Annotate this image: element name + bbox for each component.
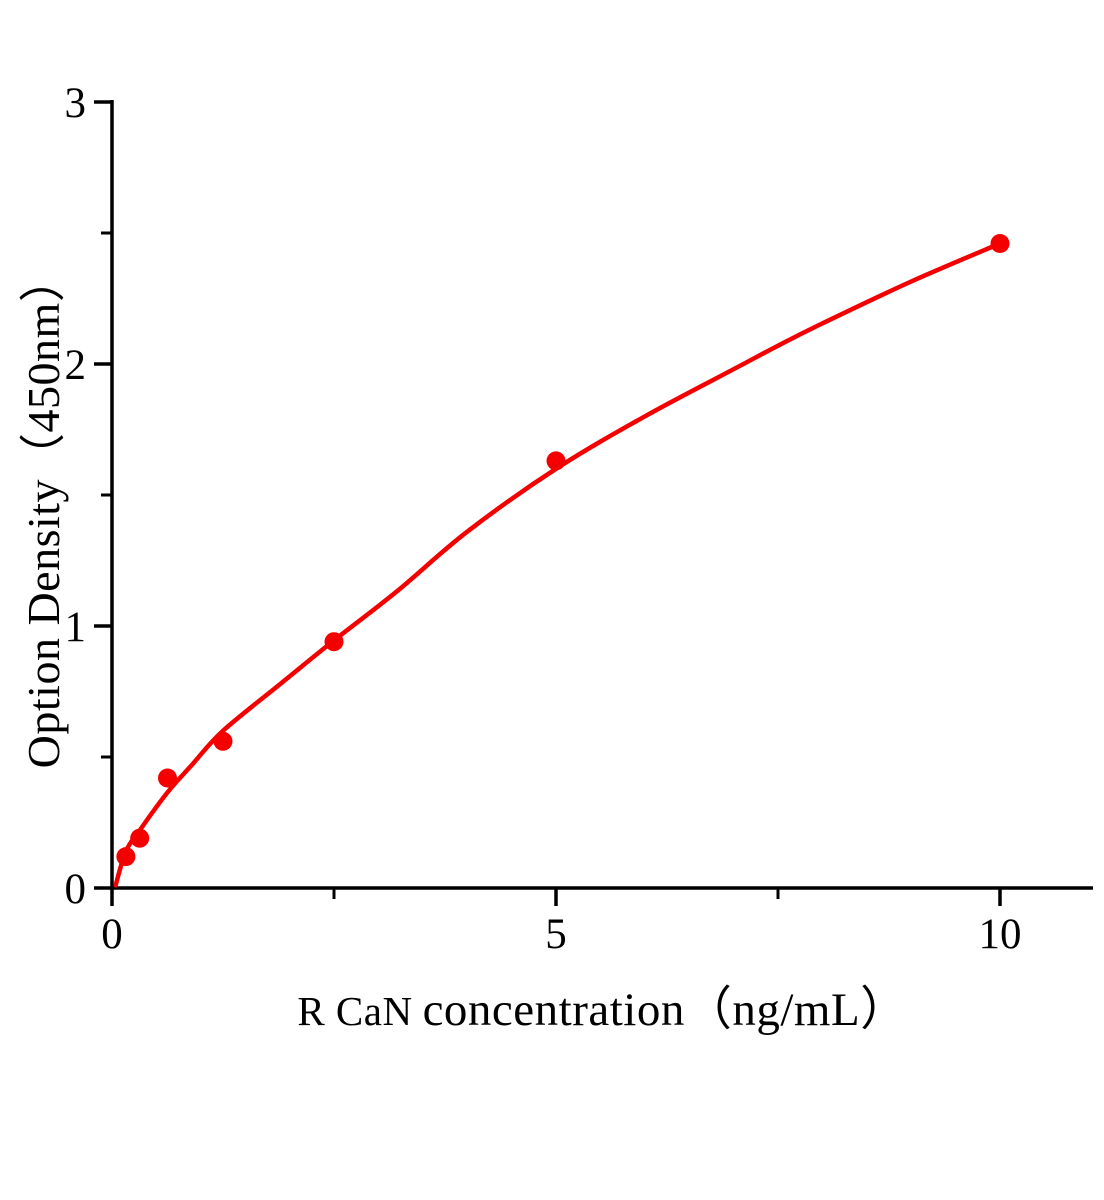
y-tick-label: 3 bbox=[65, 80, 87, 127]
data-point bbox=[990, 234, 1010, 253]
x-axis-title-prefix: R CaN bbox=[297, 988, 413, 1034]
y-axis-title: Option Density（450nm） bbox=[18, 255, 69, 769]
y-tick-label: 2 bbox=[65, 342, 87, 389]
fit-curve bbox=[113, 241, 1003, 888]
data-point bbox=[546, 451, 566, 471]
data-point bbox=[213, 731, 233, 751]
axis-frame bbox=[110, 100, 1093, 890]
x-tick-label: 5 bbox=[545, 911, 567, 958]
x-axis-title: R CaN concentration（ng/mL） bbox=[112, 970, 1093, 1039]
data-point bbox=[158, 768, 177, 788]
x-tick-label: 10 bbox=[979, 911, 1022, 958]
x-axis-title-main: concentration（ng/mL） bbox=[422, 984, 908, 1036]
data-point bbox=[324, 632, 344, 652]
data-point bbox=[130, 828, 150, 848]
x-tick-label: 0 bbox=[101, 911, 123, 958]
y-tick-label: 1 bbox=[65, 604, 87, 651]
y-tick-label: 0 bbox=[65, 866, 87, 913]
data-point bbox=[116, 847, 136, 867]
